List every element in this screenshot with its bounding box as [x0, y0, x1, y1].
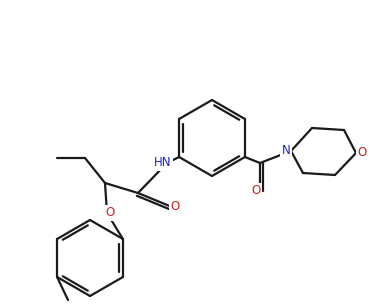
- Text: O: O: [170, 200, 179, 214]
- Text: O: O: [251, 185, 261, 197]
- Text: N: N: [282, 144, 291, 158]
- Text: O: O: [357, 147, 367, 159]
- Text: HN: HN: [154, 156, 172, 170]
- Text: O: O: [106, 207, 115, 219]
